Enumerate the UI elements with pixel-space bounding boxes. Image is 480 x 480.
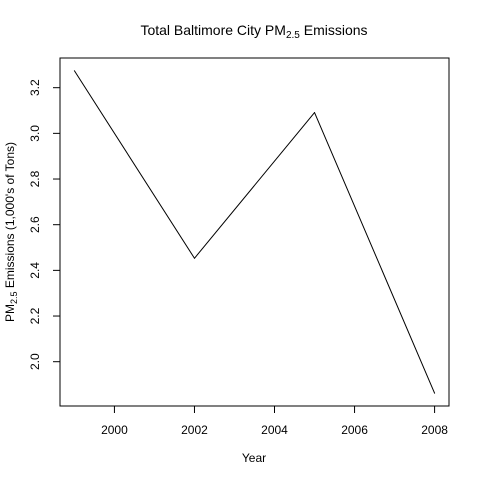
x-tick-label: 2002 bbox=[181, 423, 208, 437]
y-tick-label: 3.0 bbox=[28, 125, 42, 142]
y-tick-label: 2.2 bbox=[28, 307, 42, 324]
y-tick-label: 3.2 bbox=[28, 79, 42, 96]
x-tick-label: 2004 bbox=[261, 423, 288, 437]
x-axis: 2000 2002 2004 2006 2008 bbox=[101, 405, 448, 437]
line-segment bbox=[314, 112, 436, 394]
y-tick-label: 2.8 bbox=[28, 170, 42, 187]
line-segment bbox=[73, 70, 195, 259]
y-tick-label: 2.0 bbox=[28, 353, 42, 370]
series bbox=[73, 70, 436, 394]
x-tick-label: 2000 bbox=[101, 423, 128, 437]
y-axis: 2.0 2.2 2.4 2.6 2.8 3.0 3.2 bbox=[28, 79, 61, 370]
y-axis-label: PM2.5 Emissions (1,000's of Tons) bbox=[3, 142, 19, 322]
x-tick-label: 2008 bbox=[421, 423, 448, 437]
x-tick-label: 2006 bbox=[341, 423, 368, 437]
line-segment bbox=[193, 112, 316, 259]
y-tick-label: 2.6 bbox=[28, 216, 42, 233]
x-axis-label: Year bbox=[242, 451, 266, 465]
chart-title: Total Baltimore City PM2.5 Emissions bbox=[140, 22, 367, 41]
y-tick-label: 2.4 bbox=[28, 262, 42, 279]
